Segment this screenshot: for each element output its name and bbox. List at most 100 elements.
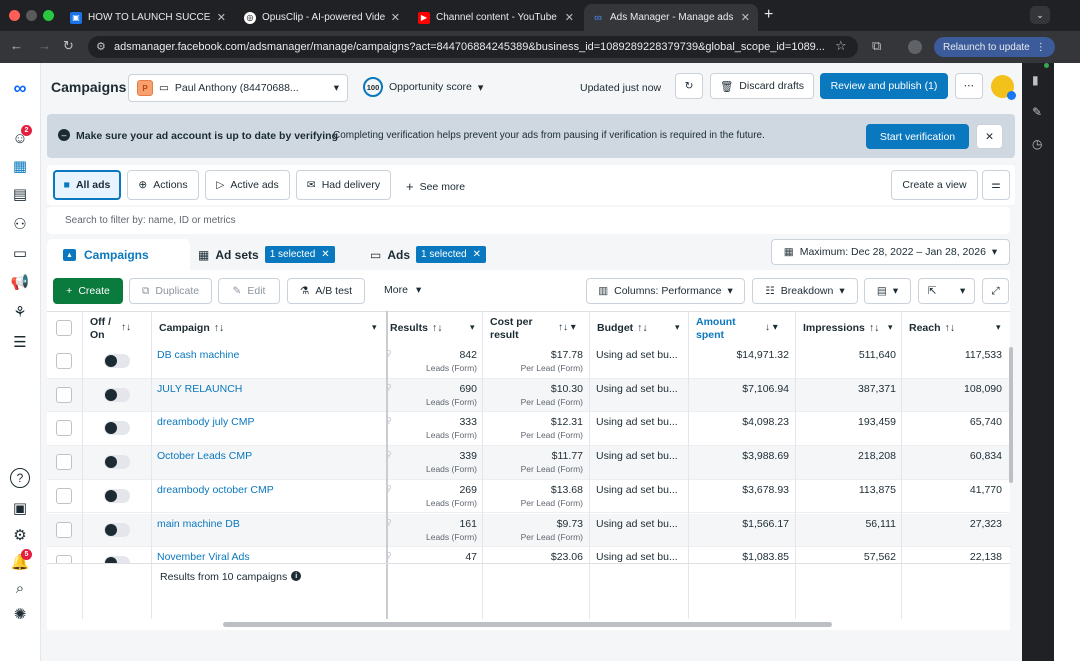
account-selector[interactable]: P ▭ Paul Anthony (84470688... ▾ bbox=[128, 74, 348, 102]
row-action-icon[interactable]: ⚲ bbox=[386, 551, 392, 561]
table-row[interactable]: November Viral Ads ⚲ 47 $23.06 Using ad … bbox=[47, 547, 1010, 563]
browser-tab-active[interactable]: ∞ Ads Manager - Manage ads - ✕ bbox=[584, 4, 758, 31]
filter-actions[interactable]: ⊕ Actions bbox=[127, 170, 199, 200]
start-verification-button[interactable]: Start verification bbox=[866, 124, 969, 149]
create-button[interactable]: + Create bbox=[53, 278, 123, 304]
all-tools-icon[interactable]: ☰ bbox=[13, 334, 27, 351]
campaigns-table-icon[interactable]: ▦ bbox=[12, 158, 28, 175]
header-cost-per-result[interactable]: Cost per result bbox=[490, 316, 533, 341]
sort-icon[interactable]: ↑↓ bbox=[121, 322, 131, 333]
row-action-icon[interactable]: ⚲ bbox=[386, 517, 392, 527]
bar-chart-icon[interactable]: ▮ bbox=[1032, 73, 1039, 87]
profile-icon[interactable] bbox=[908, 40, 922, 54]
ads-selected-chip[interactable]: 1 selected ✕ bbox=[416, 246, 486, 263]
tab-adsets[interactable]: ▦ Ad sets 1 selected ✕ bbox=[198, 246, 335, 263]
header-off-on[interactable]: Off / On bbox=[90, 316, 111, 341]
settings-icon[interactable]: ⚙ bbox=[13, 527, 27, 544]
date-range-picker[interactable]: ▦ Maximum: Dec 28, 2022 – Jan 28, 2026 ▾ bbox=[771, 239, 1010, 265]
row-checkbox[interactable] bbox=[56, 420, 72, 437]
table-row[interactable]: main machine DB ⚲ 161 Leads (Form) $9.73… bbox=[47, 513, 1010, 548]
campaign-name-link[interactable]: dreambody october CMP bbox=[157, 483, 274, 496]
adsets-selected-chip[interactable]: 1 selected ✕ bbox=[264, 246, 335, 263]
column-menu-icon[interactable]: ▾ bbox=[996, 322, 1001, 332]
close-tab-icon[interactable]: ✕ bbox=[740, 12, 750, 24]
row-action-icon[interactable]: ⚲ bbox=[386, 450, 392, 460]
header-campaign[interactable]: Campaign ↑↓ bbox=[159, 322, 225, 334]
more-options-button[interactable]: ⋯ bbox=[955, 73, 983, 99]
address-bar[interactable]: ⚙ adsmanager.facebook.com/adsmanager/man… bbox=[88, 36, 858, 58]
row-checkbox[interactable] bbox=[56, 555, 72, 563]
campaign-name-link[interactable]: October Leads CMP bbox=[157, 450, 253, 463]
header-budget[interactable]: Budget ↑↓ bbox=[597, 322, 648, 334]
more-button[interactable]: More ▾ bbox=[384, 284, 422, 296]
refresh-button[interactable]: ↻ bbox=[675, 73, 703, 99]
minimize-window-button[interactable] bbox=[26, 10, 37, 21]
close-window-button[interactable] bbox=[9, 10, 20, 21]
campaign-name-link[interactable]: main machine DB bbox=[157, 517, 240, 530]
browser-tab[interactable]: ◎ OpusClip - AI-powered Video ✕ bbox=[236, 4, 408, 31]
campaign-toggle[interactable] bbox=[104, 556, 130, 563]
campaign-toggle[interactable] bbox=[104, 522, 130, 537]
sort-icon[interactable]: ↑↓ ▾ bbox=[558, 322, 576, 333]
edit-button[interactable]: ✎ Edit bbox=[218, 278, 280, 304]
billing-icon[interactable]: ▭ bbox=[12, 245, 28, 262]
info-icon[interactable]: i bbox=[291, 571, 302, 581]
tab-search-icon[interactable]: ⌄ bbox=[1030, 6, 1050, 24]
forward-icon[interactable]: → bbox=[38, 38, 51, 53]
business-icon[interactable]: ⚘ bbox=[13, 304, 27, 321]
opportunity-score[interactable]: 100 Opportunity score ▾ bbox=[363, 77, 483, 97]
review-publish-button[interactable]: Review and publish (1) bbox=[820, 73, 948, 99]
row-checkbox[interactable] bbox=[56, 386, 72, 403]
campaign-toggle[interactable] bbox=[104, 455, 130, 470]
table-row[interactable]: dreambody october CMP ⚲ 269 Leads (Form)… bbox=[47, 479, 1010, 514]
browser-tab[interactable]: ▶ Channel content - YouTube S ✕ bbox=[410, 4, 582, 31]
pencil-icon[interactable]: ✎ bbox=[1032, 105, 1043, 119]
news-icon[interactable]: ▣ bbox=[12, 500, 28, 517]
close-tab-icon[interactable]: ✕ bbox=[216, 12, 226, 24]
relaunch-button[interactable]: Relaunch to update ⋮ bbox=[934, 37, 1055, 57]
advertise-icon[interactable]: 📢 bbox=[10, 274, 30, 291]
reports-button[interactable]: ▤ ▾ bbox=[864, 278, 911, 304]
table-row[interactable]: JULY RELAUNCH ⚲ 690 Leads (Form) $10.30 … bbox=[47, 378, 1010, 413]
close-banner-button[interactable]: ✕ bbox=[976, 124, 1003, 149]
horizontal-scrollbar[interactable] bbox=[223, 622, 832, 627]
tab-campaigns[interactable]: ▲ Campaigns bbox=[47, 239, 190, 271]
header-reach[interactable]: Reach ↑↓ bbox=[909, 322, 956, 334]
row-action-icon[interactable]: ⚲ bbox=[386, 382, 392, 392]
user-avatar[interactable] bbox=[991, 75, 1016, 100]
column-menu-icon[interactable]: ▾ bbox=[675, 322, 680, 332]
sort-desc-icon[interactable]: ↓ ▾ bbox=[765, 322, 778, 333]
campaign-toggle[interactable] bbox=[104, 354, 130, 368]
filter-settings-button[interactable]: ⚌ bbox=[982, 170, 1010, 200]
campaign-toggle[interactable] bbox=[104, 387, 130, 402]
row-checkbox[interactable] bbox=[56, 487, 72, 504]
column-menu-icon[interactable]: ▾ bbox=[372, 322, 377, 332]
row-action-icon[interactable]: ⚲ bbox=[386, 349, 392, 358]
help-icon[interactable]: ? bbox=[10, 468, 30, 488]
zoom-window-button[interactable] bbox=[43, 10, 54, 21]
browser-tab[interactable]: ▣ HOW TO LAUNCH SUCCESS ✕ bbox=[62, 4, 234, 31]
campaign-toggle[interactable] bbox=[104, 488, 130, 503]
back-icon[interactable]: ← bbox=[10, 38, 23, 53]
table-row[interactable]: October Leads CMP ⚲ 339 Leads (Form) $11… bbox=[47, 446, 1010, 480]
discard-drafts-button[interactable]: 🗑 Discard drafts bbox=[710, 73, 814, 99]
header-impressions[interactable]: Impressions ↑↓ bbox=[803, 322, 880, 334]
reports-icon[interactable]: ▤ bbox=[12, 186, 28, 203]
campaign-name-link[interactable]: dreambody july CMP bbox=[157, 416, 255, 429]
row-action-icon[interactable]: ⚲ bbox=[386, 483, 392, 493]
reload-icon[interactable]: ↻ bbox=[63, 38, 74, 53]
site-info-icon[interactable]: ⚙ bbox=[96, 41, 106, 53]
new-tab-icon[interactable]: + bbox=[764, 6, 774, 23]
notifications-icon[interactable]: 🔔 5 bbox=[8, 549, 32, 573]
extensions-icon[interactable]: ⧉ bbox=[872, 38, 882, 53]
row-action-icon[interactable]: ⚲ bbox=[386, 416, 392, 426]
search-filter-bar[interactable]: Search to filter by: name, ID or metrics bbox=[47, 207, 1010, 234]
campaign-toggle[interactable] bbox=[104, 421, 130, 436]
close-tab-icon[interactable]: ✕ bbox=[564, 12, 574, 24]
table-row[interactable]: dreambody july CMP ⚲ 333 Leads (Form) $1… bbox=[47, 412, 1010, 447]
bug-report-icon[interactable]: ✺ bbox=[13, 606, 27, 623]
columns-button[interactable]: ▥ Columns: Performance ▾ bbox=[586, 278, 745, 304]
account-overview-icon[interactable]: ☺ 2 bbox=[8, 125, 32, 149]
column-menu-icon[interactable]: ▾ bbox=[888, 322, 893, 332]
table-row[interactable]: DB cash machine ⚲ 842 Leads (Form) $17.7… bbox=[47, 345, 1010, 379]
